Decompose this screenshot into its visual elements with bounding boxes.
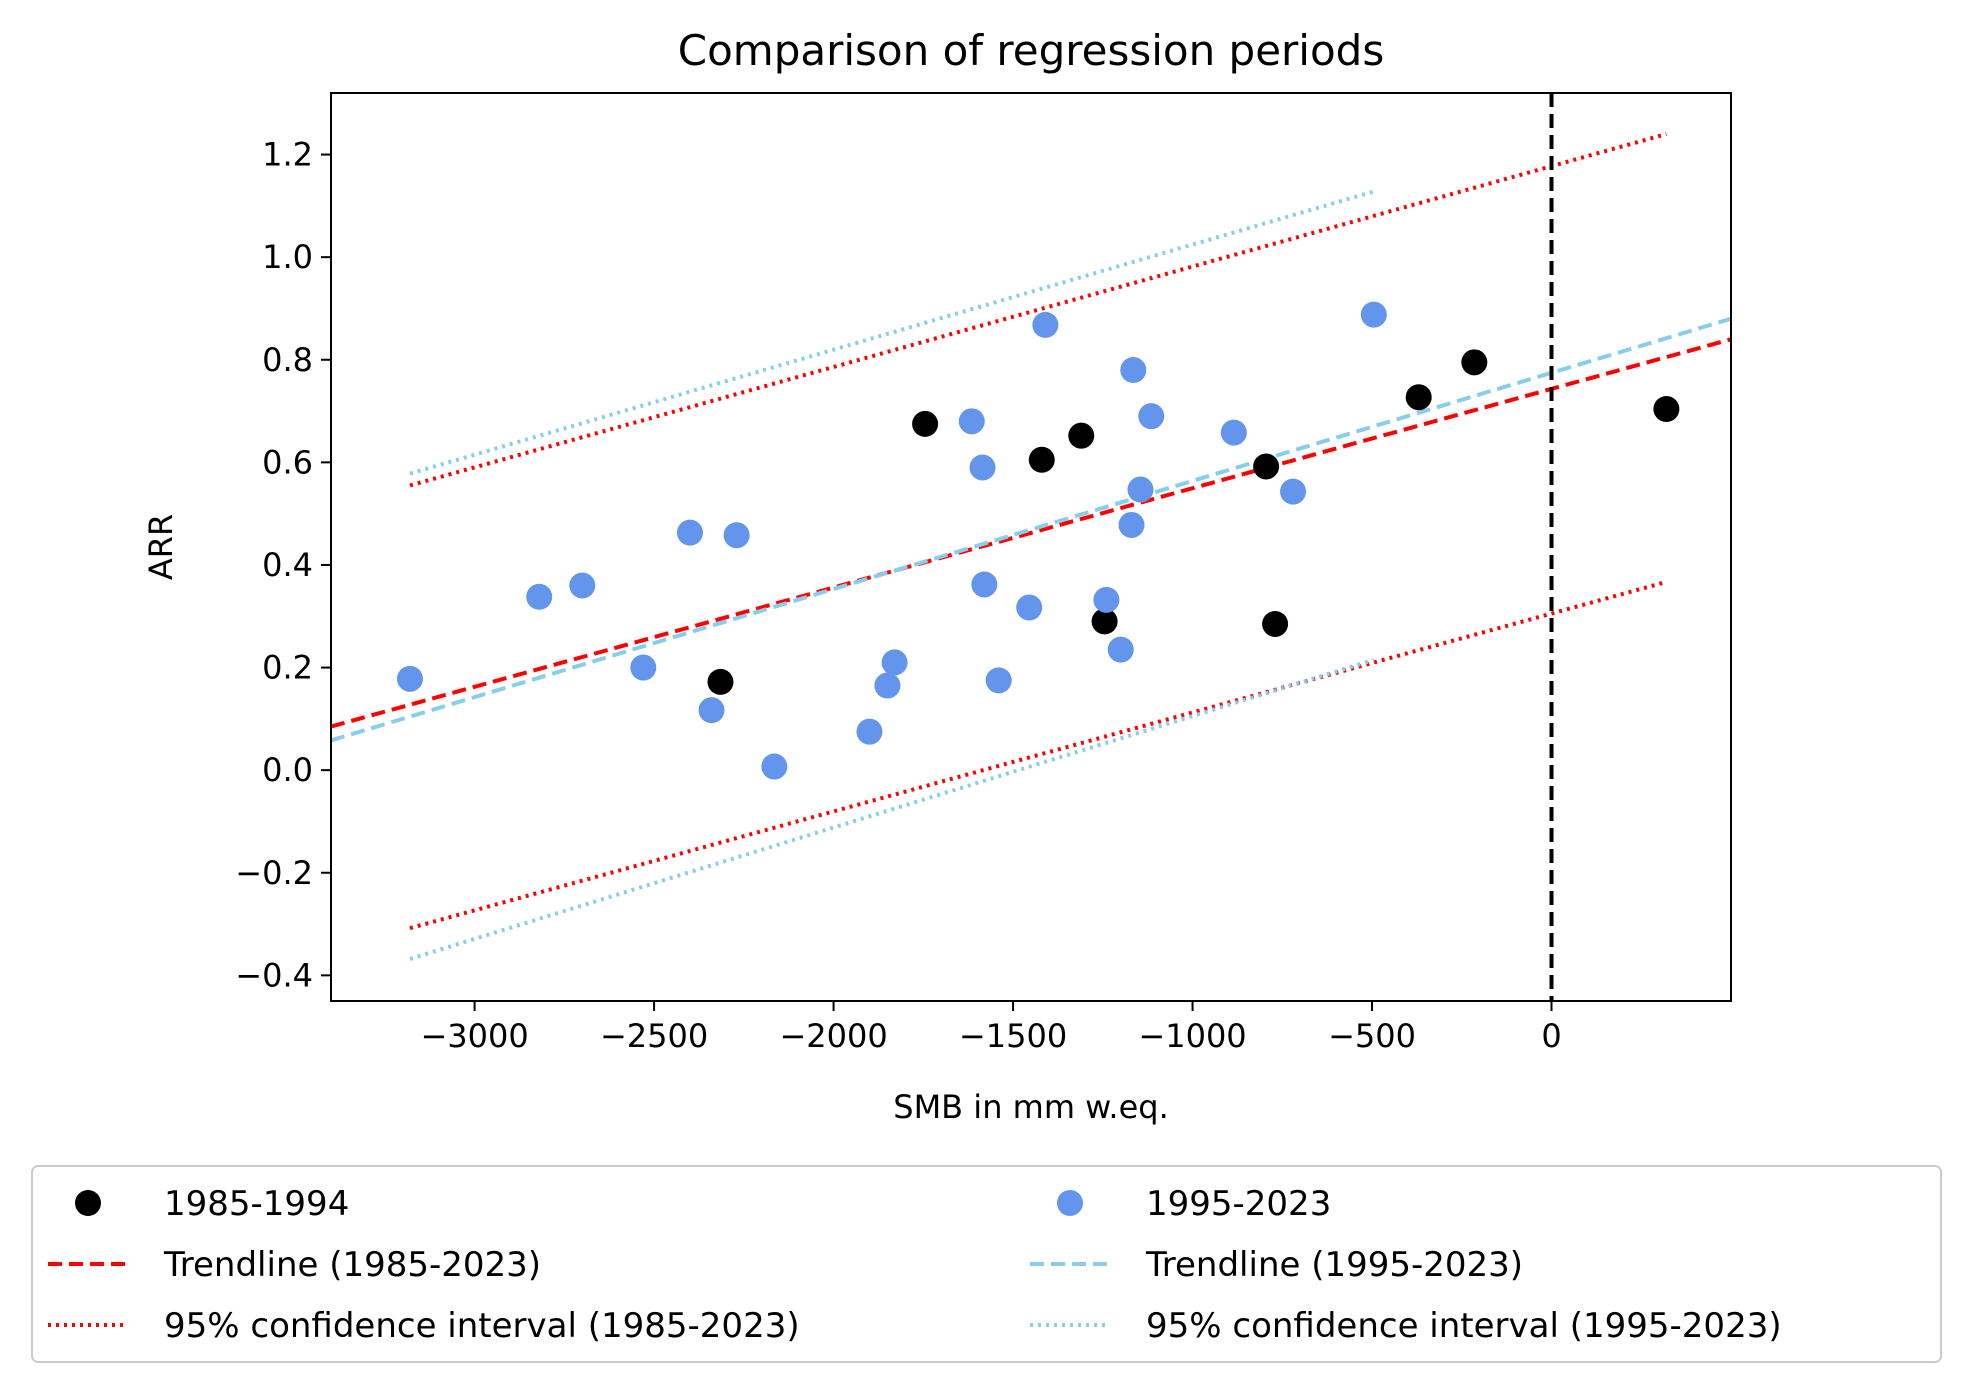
y-axis-label: ARR [142,514,180,580]
trendline-0-0 [331,337,1731,729]
y-tick-label: 0.2 [262,649,313,687]
chart-title: Comparison of regression periods [678,26,1384,75]
data-point-1995-2023-4 [676,519,703,546]
data-point-1995-2023-10 [881,649,908,676]
data-point-1985-1994-0 [707,668,734,695]
data-point-1985-1994-3 [1068,422,1095,449]
data-point-1985-1994-9 [1653,396,1680,423]
data-point-1995-2023-7 [761,753,788,780]
y-tick-label: −0.2 [235,854,313,892]
y-tick-label: 0.8 [262,341,313,379]
data-point-1995-2023-22 [1138,403,1165,430]
x-tick-label: −2500 [600,1017,708,1055]
y-tick-label: 0.4 [262,546,313,584]
y-tick-label: −0.4 [235,956,313,994]
y-tick-label: 1.0 [262,238,313,276]
data-point-1995-2023-12 [969,454,996,481]
plot-frame [330,92,1732,1002]
data-point-1995-2023-1 [526,583,553,610]
data-point-1985-1994-8 [1461,349,1488,376]
x-tick-label: −1500 [959,1017,1067,1055]
plot-area [331,93,1731,1001]
data-point-1995-2023-14 [985,667,1012,694]
data-point-1985-1994-6 [1262,610,1289,637]
y-tick-label: 0.0 [262,751,313,789]
data-point-1995-2023-2 [569,572,596,599]
legend-label: Trendline (1985-2023) [163,1245,541,1285]
x-tick-label: −3000 [420,1017,528,1055]
x-tick-label: −2000 [779,1017,887,1055]
data-point-1985-1994-5 [1253,453,1280,480]
data-point-1985-1994-7 [1405,384,1432,411]
y-tick-label: 0.6 [262,443,313,481]
legend-label: 95% confidence interval (1985-2023) [164,1306,800,1346]
ci-line-2-0 [409,132,1667,488]
legend-label: 1995-2023 [1146,1184,1331,1224]
x-axis-label: SMB in mm w.eq. [893,1088,1168,1126]
data-point-1995-2023-5 [698,697,725,724]
data-point-1995-2023-3 [630,654,657,681]
data-point-1995-2023-25 [1360,301,1387,328]
data-point-1995-2023-8 [856,718,883,745]
data-point-1995-2023-23 [1220,419,1247,446]
x-tick-label: −500 [1328,1017,1416,1055]
data-point-1995-2023-15 [1016,594,1043,621]
data-point-1995-2023-13 [971,571,998,598]
data-point-1995-2023-20 [1120,357,1147,384]
data-point-1985-1994-4 [1091,608,1118,635]
data-point-1995-2023-6 [723,522,750,549]
data-point-1995-2023-16 [1032,311,1059,338]
y-tick-label: 1.2 [262,136,313,174]
y-axis: −0.4 −0.2 0.0 0.2 0.4 0.6 0.8 1.0 1.2 [235,136,331,994]
legend-marker [1057,1190,1083,1216]
x-axis: −3000 −2500 −2000 −1500 −1000 −500 0 [420,1001,1562,1055]
data-point-1995-2023-11 [958,408,985,435]
data-point-1995-2023-9 [874,672,901,699]
ci-line-2-1 [409,579,1667,931]
data-point-1995-2023-21 [1127,476,1154,503]
legend-label: Trendline (1995-2023) [1145,1245,1523,1285]
legend-box [31,1165,1942,1363]
legend-label: 95% confidence interval (1995-2023) [1146,1306,1782,1346]
data-point-1995-2023-0 [396,665,423,692]
data-point-1995-2023-17 [1093,586,1120,613]
data-point-1995-2023-18 [1107,636,1134,663]
ci-line-3-1 [409,657,1375,961]
data-point-1985-1994-2 [1028,446,1055,473]
data-point-1995-2023-24 [1280,478,1307,505]
legend-label: 1985-1994 [164,1184,349,1224]
legend: 1985-1994 1995-2023 Trendline (1985-2023) T… [31,1165,1942,1363]
x-tick-label: −1000 [1138,1017,1246,1055]
data-point-1995-2023-19 [1118,511,1145,538]
data-point-1985-1994-1 [912,410,939,437]
legend-marker [75,1190,101,1216]
trendline-1-0 [331,316,1731,743]
x-tick-label: 0 [1541,1017,1561,1055]
